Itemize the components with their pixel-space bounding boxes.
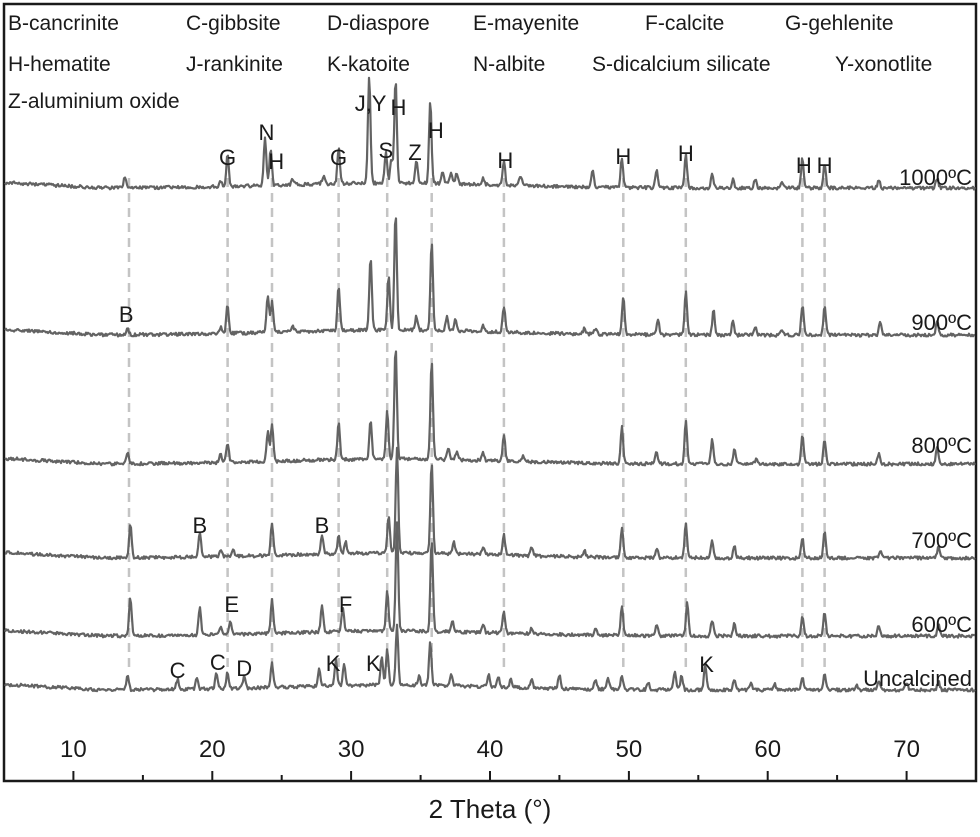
x-tick-label: 70 (893, 736, 920, 763)
peak-label: C (170, 658, 186, 683)
trace-2 (4, 350, 976, 467)
x-tick-label: 30 (338, 736, 365, 763)
legend-entry: D-diaspore (327, 12, 430, 35)
peak-label: E (224, 592, 239, 617)
trace-4 (3, 521, 976, 639)
x-tick-label: 20 (199, 736, 226, 763)
peak-label: H (817, 153, 833, 178)
peak-label: G (330, 145, 347, 170)
peak-label: H (796, 153, 812, 178)
trace-3 (4, 446, 976, 561)
peak-label: K (326, 651, 341, 676)
x-axis-title: 2 Theta (°) (429, 794, 552, 824)
trace-label: 700ºC (911, 528, 972, 553)
peak-label: J,Y (355, 91, 387, 116)
peak-label: K (366, 651, 381, 676)
trace-label: Uncalcined (863, 666, 972, 691)
legend: B-cancrinite C-gibbsite D-diaspore E-mayeni… (8, 12, 932, 113)
trace-5 (4, 623, 976, 693)
legend-entry: B-cancrinite (8, 12, 119, 35)
legend-entry: G-gehlenite (785, 12, 894, 35)
legend-entry: F-calcite (645, 12, 724, 35)
peak-label: B (192, 513, 207, 538)
legend-entry: K-katoite (327, 53, 410, 76)
trace-label: 1000ºC (899, 165, 972, 190)
diffraction-traces (3, 76, 977, 693)
trace-labels: 1000ºC 900ºC 800ºC 700ºC 600ºC Uncalcined (863, 165, 972, 691)
x-tick-label: 60 (754, 736, 781, 763)
peak-label: H (678, 141, 694, 166)
peak-label: H (428, 118, 444, 143)
legend-entry: Z-aluminium oxide (8, 90, 180, 113)
peak-label: H (497, 148, 513, 173)
trace-label: 800ºC (911, 433, 972, 458)
peak-label: D (236, 656, 252, 681)
legend-entry: Y-xonotlite (835, 53, 932, 76)
trace-0 (4, 76, 977, 191)
legend-entry: J-rankinite (186, 53, 283, 76)
peak-label: Z (408, 140, 421, 165)
peak-label: K (699, 652, 714, 677)
peak-label: H (268, 149, 284, 174)
x-tick-label: 40 (477, 736, 504, 763)
plot-frame (2, 2, 978, 783)
x-axis: 10 20 30 40 50 60 70 (60, 736, 977, 781)
peak-label: H (615, 144, 631, 169)
peak-label: H (390, 95, 406, 120)
x-tick-label: 50 (616, 736, 643, 763)
legend-entry: E-mayenite (473, 12, 579, 35)
peak-label: B (315, 513, 330, 538)
peak-label: B (119, 302, 134, 327)
trace-label: 900ºC (911, 310, 972, 335)
trace-1 (4, 217, 976, 338)
legend-entry: N-albite (473, 53, 545, 76)
peak-label: C (210, 650, 226, 675)
peak-label: S (379, 138, 394, 163)
peak-label: N (258, 120, 274, 145)
x-tick-label: 10 (60, 736, 87, 763)
legend-entry: H-hematite (8, 53, 111, 76)
legend-entry: S-dicalcium silicate (592, 53, 771, 76)
trace-label: 600ºC (911, 612, 972, 637)
peak-label: F (339, 592, 352, 617)
legend-entry: C-gibbsite (186, 12, 281, 35)
peak-label: G (219, 145, 236, 170)
